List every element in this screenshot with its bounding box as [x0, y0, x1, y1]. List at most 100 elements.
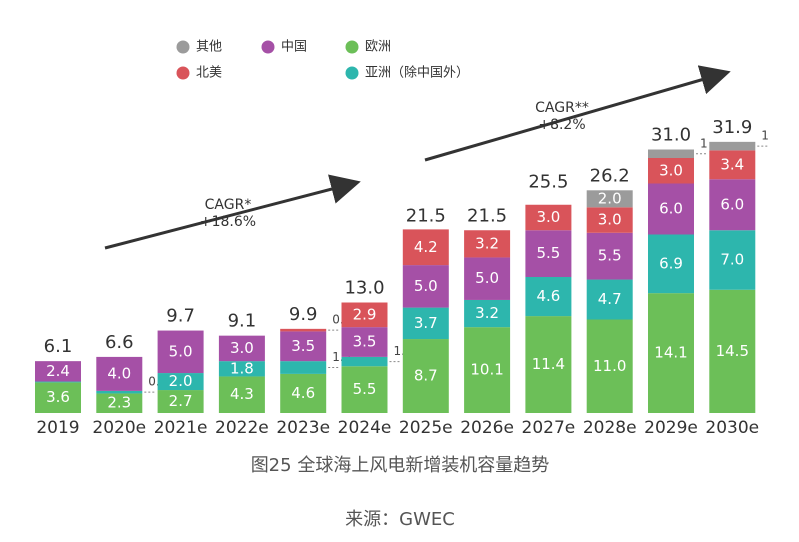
- bar-segment: [586, 232, 633, 280]
- bar-segment: [35, 382, 81, 413]
- value-label: 3.0: [536, 208, 560, 226]
- bar-segment: [525, 277, 572, 317]
- x-tick-label: 2021e: [154, 418, 208, 438]
- legend-label: 亚洲（除中国外）: [365, 66, 469, 81]
- bar-segment: [402, 307, 449, 340]
- value-label: 3.2: [475, 234, 499, 252]
- bar-segment: [709, 141, 756, 151]
- total-label: 9.1: [228, 311, 257, 332]
- caption: 图25 全球海上风电新增装机容量趋势: [251, 455, 550, 476]
- bar-segment: [341, 302, 388, 328]
- total-label: 13.0: [344, 278, 384, 299]
- value-label: 8.7: [414, 367, 438, 385]
- bar-segment: [218, 376, 265, 413]
- x-tick-label: 2022e: [215, 418, 269, 438]
- legend-label: 欧洲: [365, 40, 391, 55]
- value-label: 3.0: [598, 211, 622, 229]
- bar-segment: [648, 293, 694, 413]
- bar-segment: [341, 356, 388, 367]
- bar-segment: [709, 230, 756, 290]
- value-label: 3.2: [475, 304, 499, 322]
- value-label: 6.0: [659, 200, 683, 218]
- value-label: 3.7: [414, 314, 438, 332]
- value-label: 14.1: [654, 344, 687, 362]
- total-label: 31.9: [712, 117, 752, 138]
- trend-arrow: [104, 174, 361, 250]
- bar-segment: [157, 390, 204, 413]
- value-label: 7.0: [720, 251, 744, 269]
- source: 来源：GWEC: [345, 509, 455, 530]
- bar-segment: [96, 356, 143, 391]
- legend-label: 其他: [196, 40, 222, 55]
- legend-label: 北美: [196, 66, 222, 81]
- trend-arrow: [424, 65, 731, 162]
- total-label: 21.5: [467, 205, 507, 226]
- value-label: 3.6: [46, 388, 70, 406]
- bar-segment: [525, 230, 572, 277]
- value-label: 4.6: [291, 384, 315, 402]
- total-label: 9.9: [289, 304, 318, 325]
- bar-segment: [280, 328, 327, 332]
- x-tick-label: 2025e: [399, 418, 453, 438]
- value-label: 4.6: [536, 287, 560, 305]
- value-label: 5.0: [169, 342, 193, 360]
- value-label: 4.3: [230, 385, 254, 403]
- value-label: 11.4: [532, 355, 565, 373]
- value-label: 2.9: [353, 305, 377, 323]
- value-label: 3.5: [291, 337, 315, 355]
- value-label: 6.9: [659, 254, 683, 272]
- bar-segment: [35, 381, 81, 383]
- total-label: 26.2: [590, 165, 630, 186]
- bar-segment: [648, 158, 694, 184]
- bar-segment: [96, 390, 143, 394]
- value-label: 1.8: [230, 359, 254, 377]
- value-label: 4.0: [107, 364, 131, 382]
- annotation-title: CAGR**: [535, 100, 589, 116]
- x-tick-label: 2023e: [276, 418, 330, 438]
- bar-segment: [525, 204, 572, 231]
- x-tick-label: 2020e: [92, 418, 146, 438]
- x-tick-label: 2026e: [460, 418, 514, 438]
- value-label: 6.0: [720, 195, 744, 213]
- bar-segment: [648, 234, 694, 294]
- bar-segment: [709, 289, 756, 413]
- bar-segment: [96, 393, 143, 413]
- value-label: 4.2: [414, 238, 438, 256]
- value-label: 3.0: [230, 339, 254, 357]
- annotation-text: +18.6%: [200, 214, 256, 230]
- value-label: 5.0: [475, 269, 499, 287]
- value-label: 5.0: [414, 277, 438, 295]
- bar-segment: [402, 339, 449, 413]
- bar-segment: [157, 330, 204, 374]
- bar-segment: [648, 183, 694, 235]
- value-label: 10.1: [470, 361, 503, 379]
- bar-segment: [586, 319, 633, 413]
- bar-segment: [464, 299, 511, 328]
- legend-swatch: [345, 40, 359, 54]
- legend-label: 中国: [281, 40, 307, 55]
- bar-segment: [280, 361, 327, 374]
- value-label: 14.5: [716, 342, 749, 360]
- x-tick-label: 2028e: [583, 418, 637, 438]
- bar-segment: [586, 207, 633, 233]
- bar-segment: [648, 149, 694, 158]
- bar-segment: [709, 179, 756, 231]
- value-label: 2.7: [169, 392, 193, 410]
- legend-swatch: [176, 40, 190, 54]
- x-tick-label: 2029e: [644, 418, 698, 438]
- bar-segment: [218, 335, 265, 362]
- value-label: 1: [700, 136, 708, 150]
- total-label: 9.7: [166, 306, 195, 327]
- bar-segment: [280, 331, 327, 362]
- value-label: 5.5: [353, 380, 377, 398]
- value-label: 1: [761, 129, 769, 143]
- value-label: 3.4: [720, 155, 744, 173]
- total-label: 31.0: [651, 125, 691, 146]
- value-label: 3.5: [353, 333, 377, 351]
- bar-segment: [709, 150, 756, 180]
- value-label: 2.0: [169, 372, 193, 390]
- value-label: 2.3: [107, 394, 131, 412]
- value-label: 2.4: [46, 362, 70, 380]
- annotation-text: +8.2%: [538, 117, 585, 133]
- legend-swatch: [345, 66, 359, 80]
